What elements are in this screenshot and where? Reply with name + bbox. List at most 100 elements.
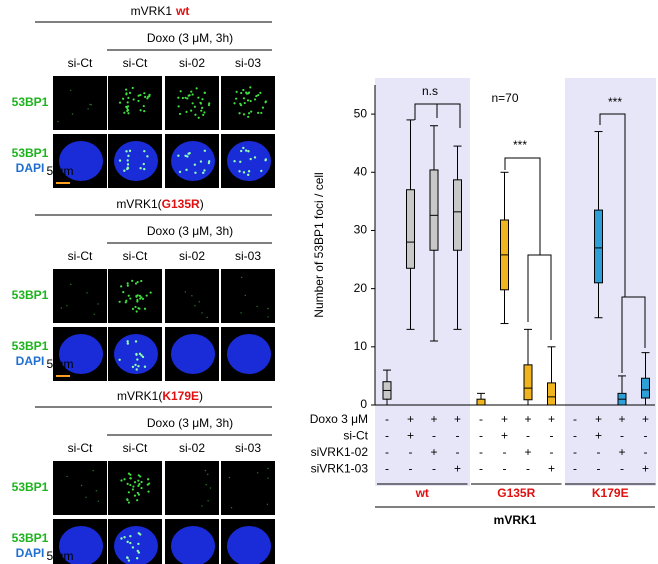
table-cell: + (454, 462, 461, 476)
focus (195, 87, 198, 90)
focus (250, 110, 253, 113)
annotation: *** (608, 95, 622, 109)
focus (144, 95, 147, 98)
column-label: si-Ct (68, 249, 93, 263)
focus (140, 279, 143, 283)
focus (203, 169, 206, 172)
table-cell: + (430, 445, 437, 459)
focus (191, 93, 194, 96)
focus (249, 86, 252, 89)
focus (266, 503, 269, 505)
focus (198, 301, 200, 303)
focus (201, 106, 204, 109)
column-label: si-03 (235, 249, 261, 263)
focus (199, 160, 203, 163)
focus (123, 536, 126, 539)
focus (185, 110, 188, 113)
focus (137, 493, 140, 496)
table-cell: - (550, 445, 554, 459)
focus (242, 171, 246, 174)
image-tile (221, 269, 275, 323)
group-label: wt (415, 486, 429, 500)
table-cell: + (642, 462, 649, 476)
significance-brackets (414, 103, 646, 373)
focus (147, 490, 150, 493)
focus (125, 106, 129, 109)
focus (201, 505, 203, 507)
scale-bar-label: 5 μm (47, 549, 74, 563)
focus (126, 540, 129, 544)
focus (137, 532, 140, 535)
focus (143, 307, 147, 310)
focus (85, 496, 87, 499)
focus (129, 297, 132, 300)
focus (137, 479, 140, 482)
focus (145, 294, 148, 297)
focus (128, 91, 132, 94)
nucleus (114, 526, 158, 564)
focus (142, 162, 145, 166)
row-label: DAPI (16, 354, 45, 368)
focus (136, 300, 139, 303)
focus (181, 96, 184, 100)
focus (243, 101, 246, 105)
focus (245, 91, 248, 94)
focus (126, 109, 129, 113)
focus (80, 484, 83, 487)
nucleus (171, 334, 215, 374)
focus (242, 88, 245, 92)
focus (125, 88, 128, 91)
focus (120, 285, 123, 288)
focus (125, 299, 128, 302)
focus (267, 467, 269, 470)
focus (66, 305, 68, 307)
focus (128, 149, 132, 153)
table-cell: - (573, 445, 577, 459)
focus (247, 170, 251, 173)
focus (139, 109, 142, 112)
focus (203, 111, 206, 114)
focus (142, 104, 145, 108)
column-label: si-02 (179, 441, 205, 455)
focus (255, 94, 258, 98)
focus (267, 316, 269, 318)
focus (242, 146, 245, 150)
focus (138, 294, 142, 297)
focus (260, 111, 263, 115)
table-label: si-Ct (343, 429, 368, 443)
table-cell: - (456, 445, 460, 459)
focus (202, 113, 205, 116)
focus (134, 363, 137, 367)
focus (177, 96, 180, 99)
table-cell: - (503, 462, 507, 476)
focus (140, 486, 143, 490)
focus (146, 483, 149, 486)
title-end: ) (200, 197, 204, 211)
table-cell: - (573, 412, 577, 426)
focus (177, 105, 180, 108)
focus (136, 549, 139, 553)
focus (203, 149, 207, 152)
table-cell: - (620, 429, 624, 443)
column-label: si-02 (179, 56, 205, 70)
y-axis-label: Number of 53BP1 foci / cell (312, 172, 326, 317)
table-cell: + (454, 412, 461, 426)
focus (60, 307, 63, 309)
focus (242, 97, 246, 100)
image-tile (221, 461, 275, 515)
group-label: K179E (592, 486, 629, 500)
focus (200, 109, 203, 112)
title-end: ) (199, 389, 203, 403)
box (641, 377, 650, 399)
focus (118, 159, 122, 162)
box (476, 398, 486, 406)
table-cell: - (409, 445, 413, 459)
focus (127, 559, 131, 562)
row-label: DAPI (16, 161, 45, 175)
bracket (504, 157, 552, 340)
box (523, 364, 533, 401)
focus (147, 478, 150, 481)
table-cell: + (595, 412, 602, 426)
column-label: si-Ct (123, 249, 148, 263)
focus (135, 294, 138, 298)
